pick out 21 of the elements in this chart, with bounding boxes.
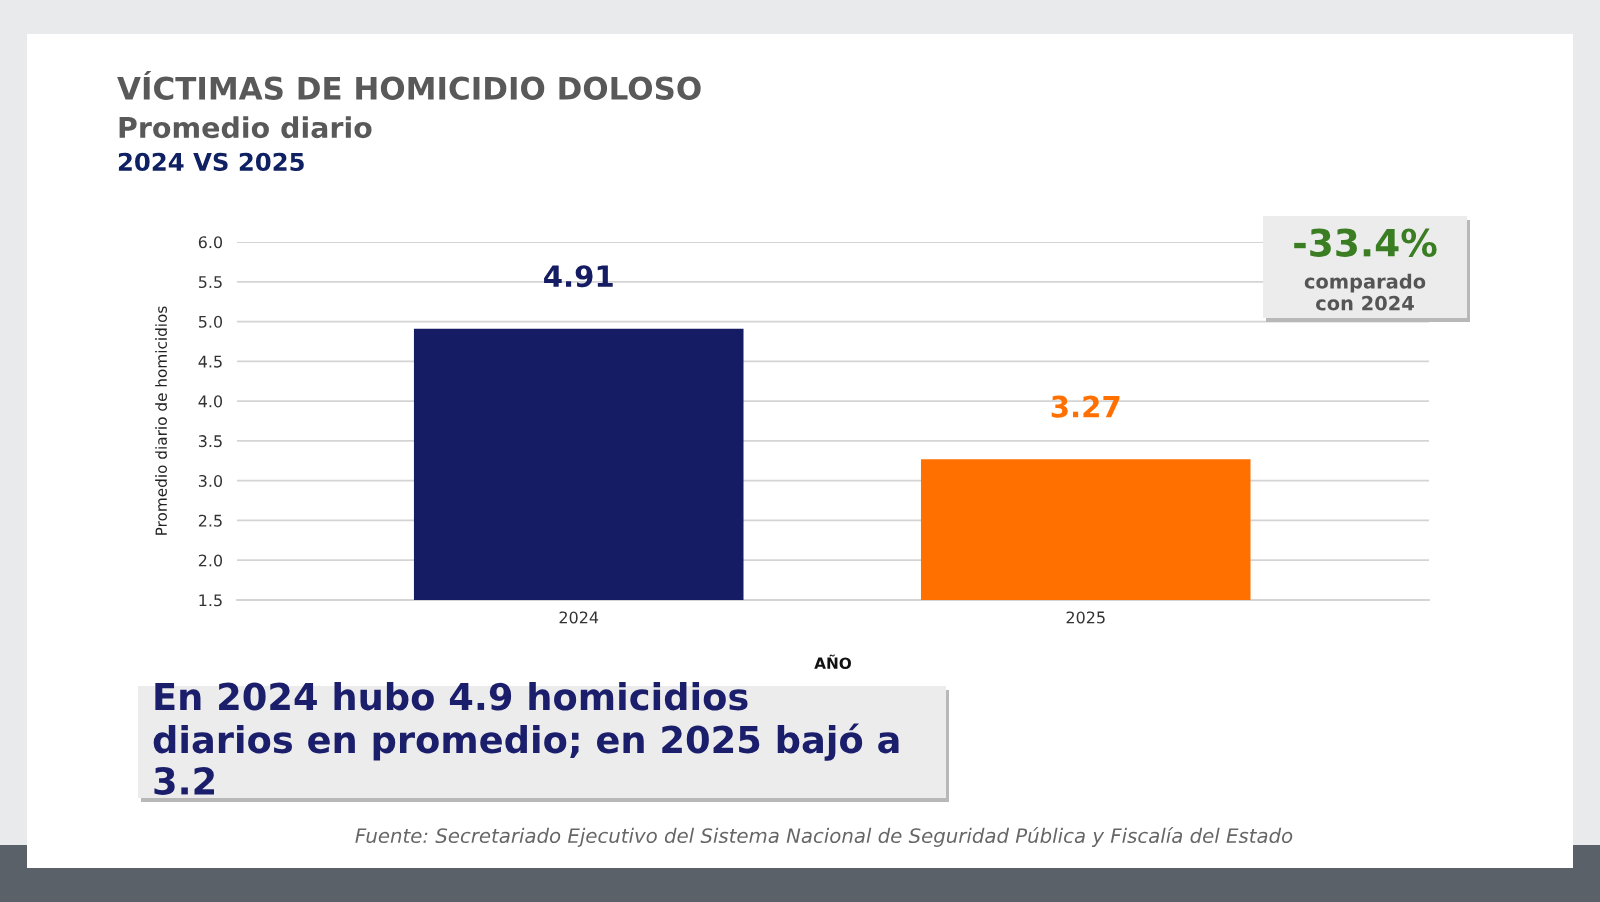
y-tick-label: 2.0: [198, 554, 223, 567]
y-tick-label: 6.0: [198, 236, 223, 249]
chart-subtitle: Promedio diario 2024 VS 2025: [118, 116, 372, 172]
y-tick-label: 5.0: [198, 315, 223, 328]
text: En 2024 hubo 4.9 homicidios diarios en promedio; en 2025 bajó a 3.2: [153, 681, 899, 795]
data-label: 3.27: [1051, 395, 1120, 418]
chart-title: VÍCTIMAS DE HOMICIDIO DOLOSO: [117, 70, 701, 100]
annotation: -33.4% comparado con 2024: [1294, 228, 1437, 311]
y-tick-label: 2.5: [198, 514, 222, 527]
y-axis-title: Promedio diario de homicidios: [155, 306, 167, 535]
y-tick-label: 4.0: [198, 395, 223, 408]
y-tick-label: 4.5: [198, 355, 222, 368]
x-axis-title: AÑO: [814, 654, 852, 669]
x-tick-label: 2025: [1066, 611, 1105, 624]
x-tick-label: 2024: [559, 611, 599, 624]
y-tick-label: 5.5: [198, 276, 222, 289]
data-label: 4.91: [544, 265, 613, 288]
y-tick-label: 3.0: [198, 474, 223, 487]
source-note: Fuente: Secretariado Ejecutivo del Sistema Nacional de Seguridad Pública y Fiscalía del Estado: [355, 827, 1293, 847]
y-tick-label: 1.5: [199, 594, 222, 607]
y-tick-label: 3.5: [198, 435, 222, 448]
